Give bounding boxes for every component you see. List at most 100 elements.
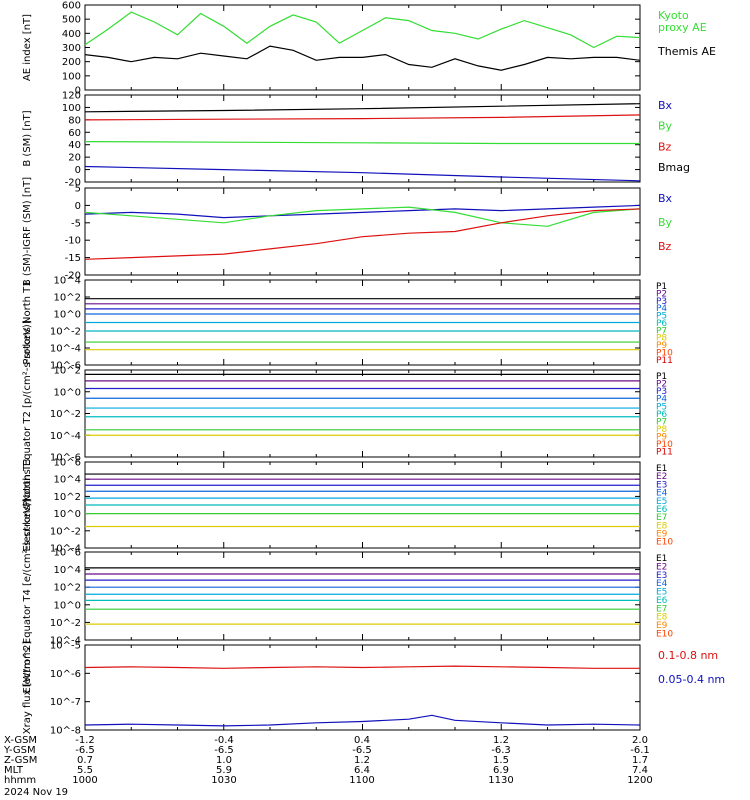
y-tick-label: 10^-2 xyxy=(50,327,81,338)
legend-entry: 0.05-0.4 nm xyxy=(658,673,725,686)
legend-entry: Bx xyxy=(658,99,673,112)
legend-entry: Bmag xyxy=(658,161,690,174)
legend-entry: E6 xyxy=(656,596,668,606)
y-tick-label: 600 xyxy=(62,1,81,12)
footer-value: 0.7 xyxy=(77,755,93,766)
legend-entry: E9 xyxy=(656,530,668,540)
y-tick-label: 10^2 xyxy=(54,583,81,594)
footer-value: 7.4 xyxy=(632,765,648,776)
legend-entry: E1 xyxy=(656,464,667,474)
legend-entry: E1 xyxy=(656,554,667,564)
footer-value: 1100 xyxy=(349,775,374,786)
y-axis-label: Protons Equator T2 [p/(cm²-s-sr-keV)] xyxy=(22,320,33,507)
y-tick-label: 10^-2 xyxy=(50,526,81,537)
footer-label: MLT xyxy=(4,765,24,776)
y-tick-label: 10^-4 xyxy=(50,344,81,355)
y-tick-label: 10^-4 xyxy=(50,431,81,442)
footer-value: 1130 xyxy=(488,775,513,786)
legend-entry: proxy AE xyxy=(658,21,707,34)
footer-value: 5.5 xyxy=(77,765,93,776)
footer-value: 0.4 xyxy=(354,735,370,746)
panel-frame xyxy=(84,369,641,458)
y-tick-label: 500 xyxy=(62,15,81,26)
y-tick-label: 10^0 xyxy=(54,310,81,321)
footer-value: 1.0 xyxy=(216,755,232,766)
panel-3: -20 -15 -10 -5 0 5 B (SM)-IGRF (SM) [nT] Bx By Bz xyxy=(22,177,673,286)
panel-1: 0 100 200 300 400 500 600 AE index [nT] Kyotopro… xyxy=(22,1,716,97)
legend-entry: E3 xyxy=(656,571,667,581)
footer-value: 1030 xyxy=(211,775,236,786)
y-tick-label: 10^2 xyxy=(54,293,81,304)
legend-entry: P10 xyxy=(656,349,673,359)
panel-frame xyxy=(84,551,641,641)
y-axis-label: B (SM) [nT] xyxy=(22,110,33,166)
footer-value: -6.5 xyxy=(75,745,95,756)
legend-entry: E3 xyxy=(656,480,667,490)
legend-entry: E9 xyxy=(656,621,668,631)
y-tick-label: 10^2 xyxy=(54,492,81,503)
legend-entry: By xyxy=(658,216,673,229)
y-tick-label: 0 xyxy=(75,165,81,176)
y-tick-label: -5 xyxy=(71,218,81,229)
legend-entry: P1 xyxy=(656,282,667,292)
y-tick-label: -10 xyxy=(65,236,81,247)
legend-entry: E8 xyxy=(656,613,668,623)
legend-entry: P11 xyxy=(656,356,673,366)
footer-value: 5.9 xyxy=(216,765,232,776)
footer-date: 2024 Nov 19 xyxy=(4,787,68,798)
y-axis-label: Electrons North T3 xyxy=(22,458,33,551)
y-tick-label: 100 xyxy=(62,71,81,82)
y-tick-label: 10^0 xyxy=(54,509,81,520)
legend-entry: P8 xyxy=(656,334,667,344)
legend-entry: P6 xyxy=(656,410,667,420)
y-tick-label: -20 xyxy=(65,178,81,189)
footer-value: 6.9 xyxy=(493,765,509,776)
legend-entry: Themis AE xyxy=(657,45,716,58)
footer-value: -0.4 xyxy=(214,735,234,746)
footer-value: 6.4 xyxy=(354,765,370,776)
legend-entry: P1 xyxy=(656,372,667,382)
footer-value: -6.5 xyxy=(214,745,234,756)
y-tick-label: 10^2 xyxy=(54,366,81,377)
y-tick-label: 0 xyxy=(75,86,81,97)
y-axis-label: Electrons Equator T4 [e/(cm²-s-sr-keV)] xyxy=(22,498,33,693)
legend-entry: P4 xyxy=(656,304,667,314)
legend-entry: E10 xyxy=(656,538,673,548)
y-tick-label: -20 xyxy=(65,271,81,282)
legend-entry: 0.1-0.8 nm xyxy=(658,649,718,662)
footer-value: 1200 xyxy=(627,775,652,786)
footer-value: 1.2 xyxy=(493,735,509,746)
footer-value: 1.2 xyxy=(354,755,370,766)
legend-entry: E4 xyxy=(656,489,668,499)
footer-value: 1.5 xyxy=(493,755,509,766)
y-tick-label: 40 xyxy=(68,140,81,151)
panel-8: 10^-8 10^-7 10^-6 10^-5 Xray flux [W/m^2] 0.1… xyxy=(22,641,725,737)
legend-entry: E4 xyxy=(656,579,668,589)
y-tick-label: 10^-6 xyxy=(50,453,81,464)
y-tick-label: 10^-7 xyxy=(50,697,81,708)
y-tick-label: 10^0 xyxy=(54,387,81,398)
panel-frame xyxy=(84,4,641,91)
y-tick-label: 10^6 xyxy=(54,548,81,559)
series-bx xyxy=(84,204,641,219)
legend-entry: P5 xyxy=(656,312,667,322)
footer-value: 2.0 xyxy=(632,735,648,746)
y-axis-label: B (SM)-IGRF (SM) [nT] xyxy=(22,177,33,286)
legend-entry: P8 xyxy=(656,425,667,435)
footer-value: -6.1 xyxy=(630,745,650,756)
legend-entry: P7 xyxy=(656,417,667,427)
series-bmag xyxy=(84,103,641,113)
legend-entry: P4 xyxy=(656,395,667,405)
legend-entry: E2 xyxy=(656,562,667,572)
footer-label: Y-GSM xyxy=(3,745,36,756)
legend-entry: E5 xyxy=(656,497,667,507)
legend-entry: P2 xyxy=(656,289,667,299)
y-tick-label: 200 xyxy=(62,57,81,68)
legend-entry: Kyoto xyxy=(658,9,689,22)
legend-entry: Bz xyxy=(658,140,672,153)
footer-value: 1.7 xyxy=(632,755,648,766)
series-bx xyxy=(84,165,641,182)
y-tick-label: 10^-5 xyxy=(50,641,81,652)
